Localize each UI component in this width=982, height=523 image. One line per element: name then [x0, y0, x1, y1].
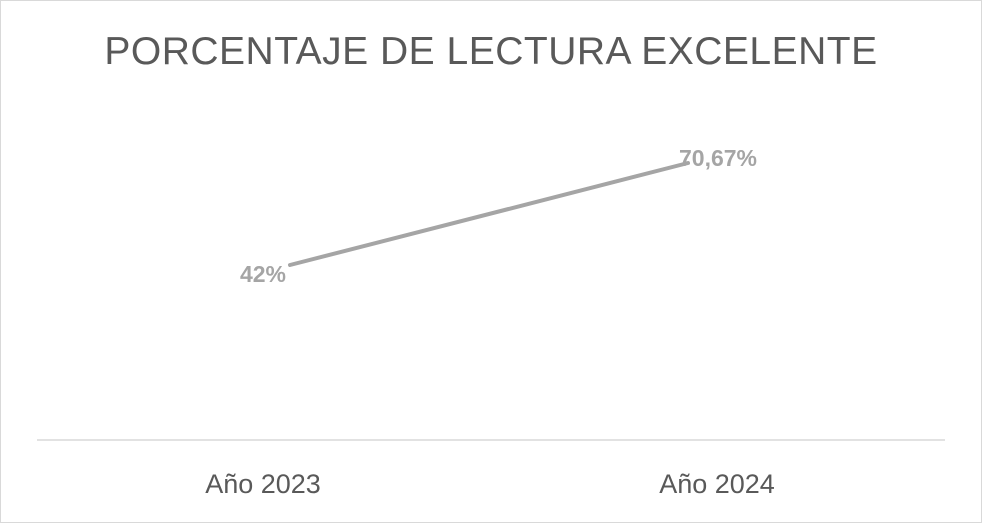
- chart-title: PORCENTAJE DE LECTURA EXCELENTE: [104, 30, 878, 73]
- data-label: 42%: [240, 261, 286, 287]
- x-tick-label: Año 2023: [205, 469, 321, 499]
- data-label: 70,67%: [679, 145, 757, 171]
- x-tick-label: Año 2024: [659, 469, 775, 499]
- series-line: [288, 161, 690, 267]
